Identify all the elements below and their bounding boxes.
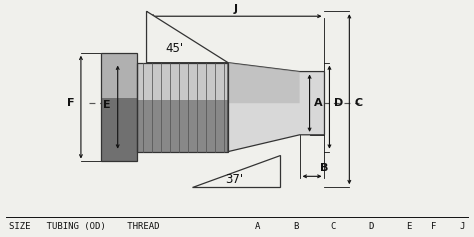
Text: D: D <box>368 222 374 231</box>
Text: B: B <box>293 222 298 231</box>
Polygon shape <box>192 155 280 187</box>
Polygon shape <box>101 98 137 161</box>
Polygon shape <box>137 63 228 100</box>
Text: F: F <box>431 222 437 231</box>
Polygon shape <box>137 100 228 152</box>
Text: C: C <box>331 222 336 231</box>
Text: J: J <box>234 4 237 14</box>
Text: J: J <box>459 222 465 231</box>
Text: E: E <box>406 222 412 231</box>
Text: F: F <box>67 98 75 108</box>
Text: C: C <box>354 98 362 108</box>
Text: B: B <box>320 163 328 173</box>
Polygon shape <box>101 53 137 98</box>
Text: SIZE   TUBING (OD)    THREAD: SIZE TUBING (OD) THREAD <box>9 222 160 231</box>
Polygon shape <box>146 11 228 63</box>
Polygon shape <box>228 63 325 152</box>
Text: D: D <box>334 98 343 108</box>
Text: A: A <box>314 98 323 108</box>
Text: 37': 37' <box>225 173 243 186</box>
Text: 45': 45' <box>165 42 183 55</box>
Text: A: A <box>255 222 261 231</box>
Text: E: E <box>103 100 110 110</box>
Polygon shape <box>228 63 300 103</box>
